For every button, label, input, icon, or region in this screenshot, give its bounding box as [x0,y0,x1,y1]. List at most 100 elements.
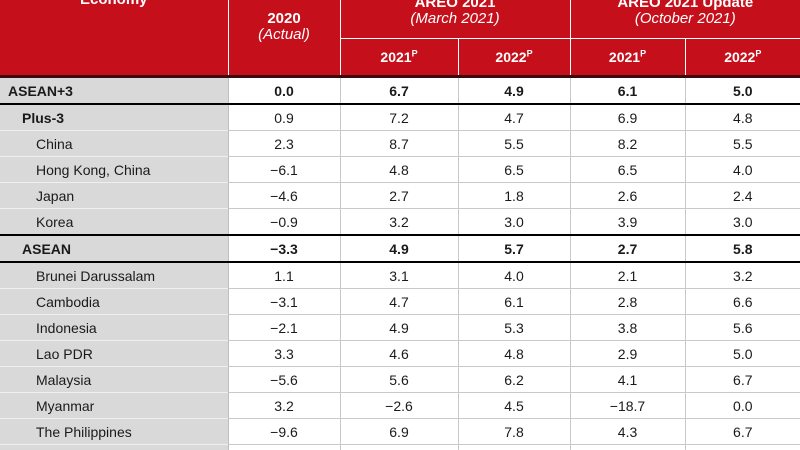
table-row-korea: Korea −0.9 3.2 3.0 3.9 3.0 [0,208,800,235]
value-cell: 4.1 [570,366,686,393]
value-cell: 4.8 [458,340,571,367]
economy-column-header: Economy [0,0,229,78]
value-cell: −3.3 [228,234,341,263]
row-label-cell: Japan [0,182,229,209]
value-cell: 4.9 [340,314,459,341]
value-cell: 2.8 [570,288,686,315]
economy-header-label: Economy [0,0,228,8]
table-row-lao-pdr: Lao PDR 3.3 4.6 4.8 2.9 5.0 [0,340,800,367]
table-row-malaysia: Malaysia −5.6 5.6 6.2 4.1 6.7 [0,366,800,393]
value-cell: 5.8 [685,234,800,263]
value-cell: 3.9 [570,208,686,235]
row-label-cell: China [0,130,229,157]
value-cell: 4.8 [340,156,459,183]
value-cell: 4.9 [340,234,459,263]
areo-2021-subtitle: (March 2021) [410,10,500,27]
value-cell: 5.3 [458,314,571,341]
header-row-years: 2021P 2022P 2021P 2022P [0,38,800,78]
value-cell [570,444,686,450]
value-cell: 3.0 [458,208,571,235]
value-cell: 5.0 [685,76,800,105]
value-cell: 7.8 [458,418,571,445]
value-cell [685,444,800,450]
row-label-cell: Plus-3 [0,103,229,131]
value-cell: 5.7 [458,234,571,263]
value-cell: −6.1 [228,156,341,183]
value-cell: 6.6 [685,288,800,315]
value-cell [458,444,571,450]
table-row-japan: Japan −4.6 2.7 1.8 2.6 2.4 [0,182,800,209]
actual-subtitle-label: (Actual) [258,26,310,43]
table-row-myanmar: Myanmar 3.2 −2.6 4.5 −18.7 0.0 [0,392,800,419]
row-label-cell: Indonesia [0,314,229,341]
value-cell: −9.6 [228,418,341,445]
table-body: ASEAN+3 0.0 6.7 4.9 6.1 5.0 Plus-3 0.9 7… [0,76,800,450]
row-label-cell: Malaysia [0,366,229,393]
value-cell: −3.1 [228,288,341,315]
value-cell: 5.6 [685,314,800,341]
value-cell [228,444,341,450]
value-cell: 8.7 [340,130,459,157]
value-cell: 6.7 [685,418,800,445]
value-cell: 2.3 [228,130,341,157]
row-label-cell: Hong Kong, China [0,156,229,183]
value-cell: −2.6 [340,392,459,419]
value-cell: 5.5 [685,130,800,157]
value-cell: 3.2 [340,208,459,235]
row-label-cell [0,444,229,450]
value-cell: 3.3 [228,340,341,367]
value-cell: 2.6 [570,182,686,209]
row-label-cell: Brunei Darussalam [0,261,229,289]
table-row-china: China 2.3 8.7 5.5 8.2 5.5 [0,130,800,157]
table-row-brunei-darussalam: Brunei Darussalam 1.1 3.1 4.0 2.1 3.2 [0,261,800,289]
value-cell [340,444,459,450]
actual-year-label: 2020 [267,10,301,27]
october-2021p-column-header: 2021P [570,38,686,78]
value-cell: 6.2 [458,366,571,393]
value-cell: 5.5 [458,130,571,157]
value-cell: 6.5 [458,156,571,183]
value-cell: 6.1 [458,288,571,315]
value-cell: −5.6 [228,366,341,393]
value-cell: 3.2 [685,261,800,289]
value-cell: 2.4 [685,182,800,209]
table-row-partial-clipped [0,444,800,450]
table-row-asean: ASEAN −3.3 4.9 5.7 2.7 5.8 [0,234,800,263]
value-cell: 0.9 [228,103,341,131]
value-cell: −2.1 [228,314,341,341]
value-cell: 1.8 [458,182,571,209]
value-cell: 6.9 [340,418,459,445]
row-label-cell: The Philippines [0,418,229,445]
areo-2021-group-header: AREO 2021 (March 2021) [340,0,571,39]
table-row-hong-kong-china: Hong Kong, China −6.1 4.8 6.5 6.5 4.0 [0,156,800,183]
value-cell: 4.8 [685,103,800,131]
row-label-cell: Myanmar [0,392,229,419]
areo-2021-title: AREO 2021 [414,0,496,11]
value-cell: 4.9 [458,76,571,105]
row-label-cell: Korea [0,208,229,235]
row-label-cell: ASEAN+3 [0,76,229,105]
value-cell: 7.2 [340,103,459,131]
value-cell: 5.0 [685,340,800,367]
table-row-asean+3: ASEAN+3 0.0 6.7 4.9 6.1 5.0 [0,76,800,105]
value-cell: 6.1 [570,76,686,105]
areo-update-subtitle: (October 2021) [634,10,736,27]
value-cell: −0.9 [228,208,341,235]
value-cell: 4.7 [340,288,459,315]
table-row-the-philippines: The Philippines −9.6 6.9 7.8 4.3 6.7 [0,418,800,445]
areo-update-group-header: AREO 2021 Update (October 2021) [570,0,800,39]
value-cell: 4.3 [570,418,686,445]
header-row-groups: Economy 2020 (Actual) AREO 2021 (March 2… [0,0,800,78]
value-cell: 4.0 [458,261,571,289]
value-cell: 8.2 [570,130,686,157]
value-cell: 2.9 [570,340,686,367]
march-2022p-column-header: 2022P [458,38,571,78]
value-cell: 1.1 [228,261,341,289]
value-cell: −4.6 [228,182,341,209]
table-row-plus-3: Plus-3 0.9 7.2 4.7 6.9 4.8 [0,103,800,131]
value-cell: 5.6 [340,366,459,393]
table-row-cambodia: Cambodia −3.1 4.7 6.1 2.8 6.6 [0,288,800,315]
projection-superscript: P [526,48,533,59]
